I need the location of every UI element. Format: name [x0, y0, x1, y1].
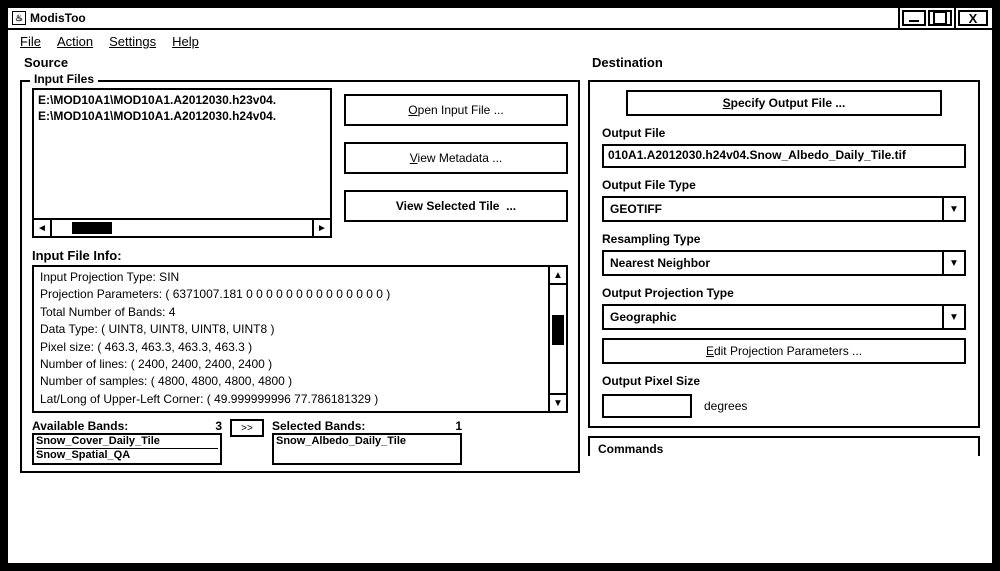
output-pixel-size-label: Output Pixel Size [602, 374, 966, 388]
source-panel: Source Input Files E:\MOD10A1\MOD10A1.A2… [20, 55, 580, 473]
scroll-track-v[interactable] [550, 285, 566, 393]
scroll-right-icon[interactable]: ► [312, 220, 330, 236]
scroll-thumb[interactable] [72, 222, 112, 234]
input-files-group: Input Files E:\MOD10A1\MOD10A1.A2012030.… [20, 80, 580, 473]
destination-group: Specify Output File ... Output File 010A… [588, 80, 980, 428]
info-line: Total Number of Bands: 4 [40, 304, 542, 321]
menu-settings[interactable]: Settings [109, 34, 156, 49]
output-file-type-combo[interactable]: GEOTIFF ▼ [602, 196, 966, 222]
output-file-input[interactable]: 010A1.A2012030.h24v04.Snow_Albedo_Daily_… [602, 144, 966, 168]
menu-help[interactable]: Help [172, 34, 199, 49]
info-line: Pixel size: ( 463.3, 463.3, 463.3, 463.3… [40, 339, 542, 356]
list-item[interactable]: Snow_Albedo_Daily_Tile [276, 435, 458, 448]
bands-row: Available Bands: 3 Snow_Cover_Daily_Tile… [32, 419, 568, 465]
list-item[interactable]: Snow_Spatial_QA [36, 449, 218, 462]
selected-bands-list[interactable]: Snow_Albedo_Daily_Tile [272, 433, 462, 465]
scroll-thumb-v[interactable] [552, 315, 564, 345]
available-bands-list[interactable]: Snow_Cover_Daily_Tile Snow_Spatial_QA [32, 433, 222, 465]
resampling-type-combo[interactable]: Nearest Neighbor ▼ [602, 250, 966, 276]
selected-bands-label: Selected Bands: 1 [272, 419, 462, 433]
pixel-size-units: degrees [704, 399, 747, 413]
resampling-type-label: Resampling Type [602, 232, 966, 246]
info-line: Number of lines: ( 2400, 2400, 2400, 240… [40, 356, 542, 373]
info-line: Projection Parameters: ( 6371007.181 0 0… [40, 286, 542, 303]
source-title: Source [24, 55, 580, 70]
close-button[interactable]: X [958, 10, 988, 26]
titlebar: ♨ ModisToo X [8, 8, 992, 30]
scroll-track[interactable] [52, 220, 312, 236]
available-bands-label: Available Bands: 3 [32, 419, 222, 433]
output-projection-type-label: Output Projection Type [602, 286, 966, 300]
chevron-down-icon[interactable]: ▼ [942, 198, 964, 220]
edit-projection-parameters-button[interactable]: Edit Projection Parameters ... [602, 338, 966, 364]
commands-group: Commands [588, 436, 980, 456]
destination-panel: Destination Specify Output File ... Outp… [588, 55, 980, 473]
java-icon: ♨ [12, 11, 26, 25]
input-files-list[interactable]: E:\MOD10A1\MOD10A1.A2012030.h23v04. E:\M… [34, 90, 330, 218]
info-line: Input Projection Type: SIN [40, 269, 542, 286]
output-file-label: Output File [602, 126, 966, 140]
view-selected-tile-button[interactable]: View Selected Tile ... [344, 190, 568, 222]
move-right-button[interactable]: >> [230, 419, 264, 437]
input-file-info-label: Input File Info: [32, 248, 568, 263]
h-scrollbar[interactable]: ◄ ► [34, 218, 330, 236]
open-input-file-button[interactable]: Open Input File ... [344, 94, 568, 126]
info-line: Data Type: ( UINT8, UINT8, UINT8, UINT8 … [40, 321, 542, 338]
combo-value: GEOTIFF [604, 202, 942, 216]
window-title: ModisToo [30, 11, 86, 25]
scroll-down-icon[interactable]: ▼ [550, 393, 566, 411]
input-file-info-text: Input Projection Type: SIN Projection Pa… [34, 267, 548, 411]
combo-value: Geographic [604, 310, 942, 324]
list-item[interactable]: E:\MOD10A1\MOD10A1.A2012030.h23v04. [36, 92, 328, 108]
chevron-down-icon[interactable]: ▼ [942, 306, 964, 328]
input-files-label: Input Files [30, 72, 98, 86]
info-line: Number of samples: ( 4800, 4800, 4800, 4… [40, 373, 542, 390]
minimize-button[interactable] [902, 10, 926, 26]
info-line: Lat/Long of Upper-Left Corner: ( 49.9999… [40, 391, 542, 408]
window-controls: X [898, 6, 988, 30]
combo-value: Nearest Neighbor [604, 256, 942, 270]
list-item[interactable]: E:\MOD10A1\MOD10A1.A2012030.h24v04. [36, 108, 328, 124]
view-metadata-button[interactable]: View Metadata ... [344, 142, 568, 174]
content-area: Source Input Files E:\MOD10A1\MOD10A1.A2… [8, 53, 992, 477]
menubar: File Action Settings Help [8, 30, 992, 53]
chevron-down-icon[interactable]: ▼ [942, 252, 964, 274]
scroll-left-icon[interactable]: ◄ [34, 220, 52, 236]
scroll-up-icon[interactable]: ▲ [550, 267, 566, 285]
menu-action[interactable]: Action [57, 34, 93, 49]
specify-output-file-button[interactable]: Specify Output File ... [626, 90, 942, 116]
destination-title: Destination [592, 55, 980, 70]
list-item[interactable]: Snow_Cover_Daily_Tile [36, 435, 218, 449]
v-scrollbar[interactable]: ▲ ▼ [548, 267, 566, 411]
commands-label: Commands [598, 442, 663, 456]
maximize-button[interactable] [928, 10, 952, 26]
output-pixel-size-input[interactable] [602, 394, 692, 418]
output-file-type-label: Output File Type [602, 178, 966, 192]
application-window: ♨ ModisToo X File Action Settings Help S… [0, 0, 1000, 571]
menu-file[interactable]: File [20, 34, 41, 49]
input-file-info-box: Input Projection Type: SIN Projection Pa… [32, 265, 568, 413]
output-projection-type-combo[interactable]: Geographic ▼ [602, 304, 966, 330]
input-files-listbox[interactable]: E:\MOD10A1\MOD10A1.A2012030.h23v04. E:\M… [32, 88, 332, 238]
